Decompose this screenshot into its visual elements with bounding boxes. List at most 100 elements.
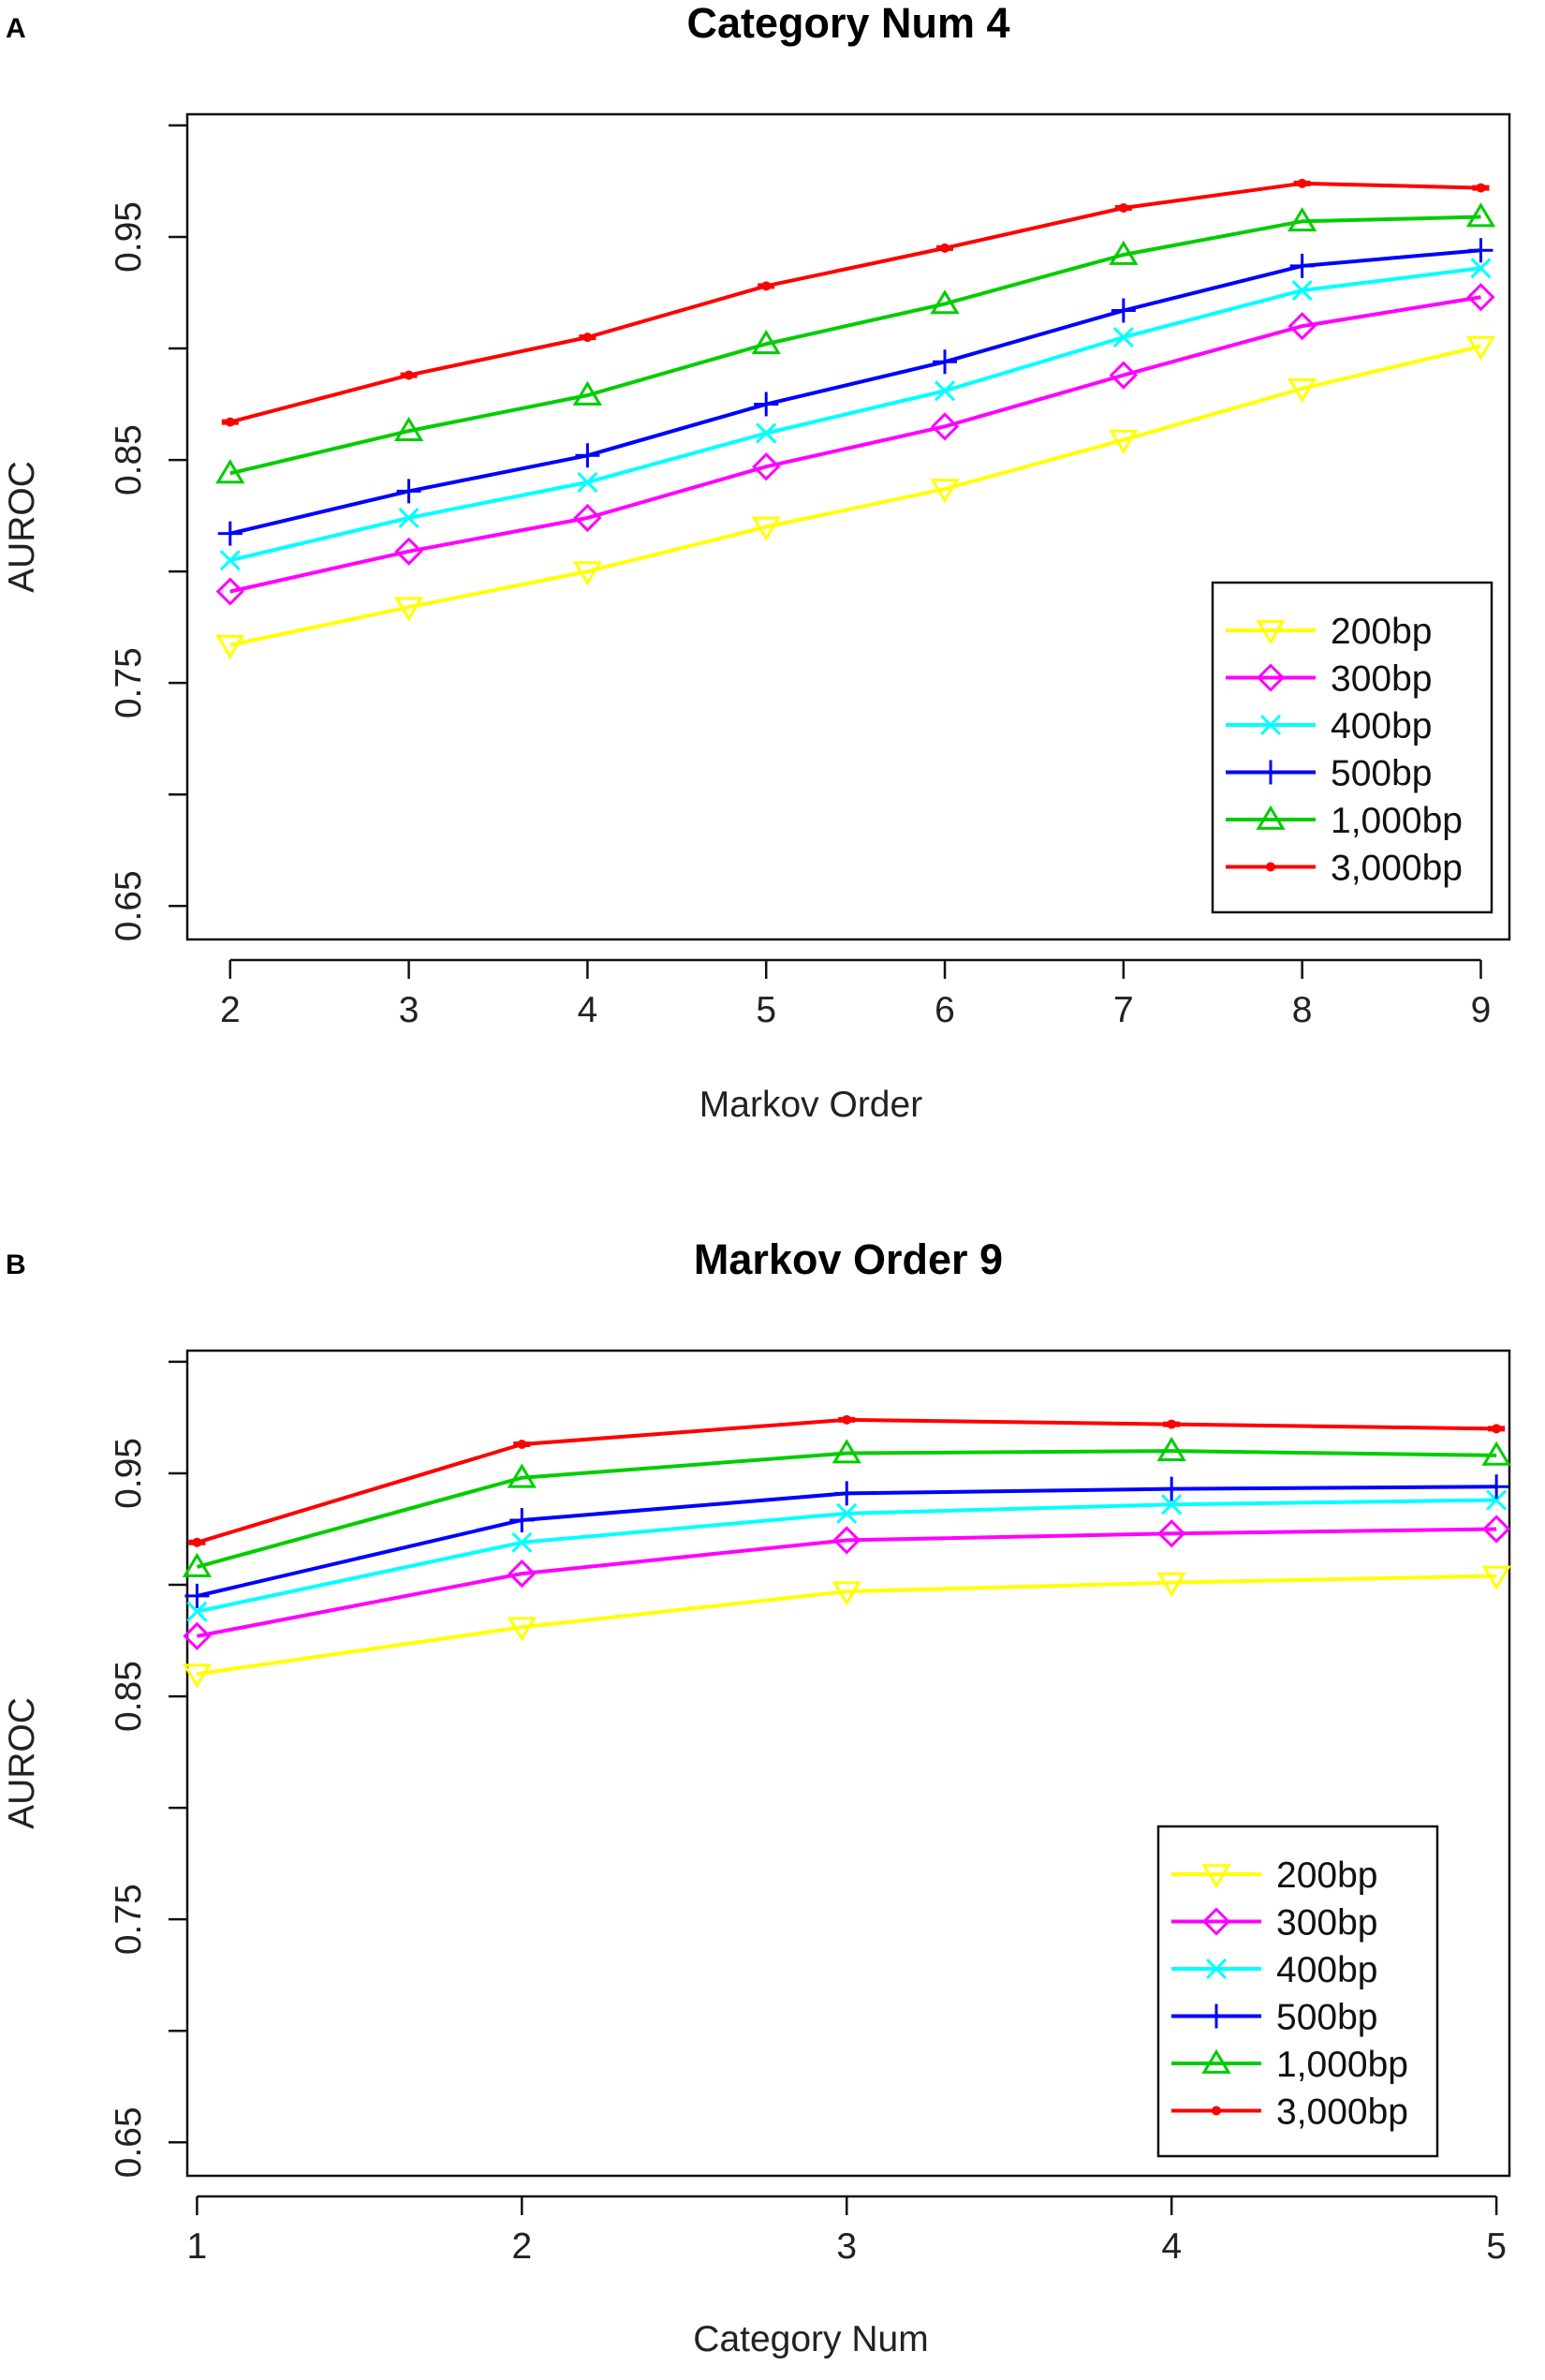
- data-point: [1109, 361, 1138, 390]
- legend-label: 200bp: [1331, 612, 1432, 652]
- data-point: [1289, 253, 1315, 278]
- data-point: [219, 550, 241, 571]
- chart-title: Category Num 4: [686, 0, 1009, 47]
- x-tick-label: 9: [1471, 990, 1492, 1030]
- series-500bp: [217, 238, 1494, 546]
- legend-box: [1211, 581, 1494, 914]
- data-point: [404, 370, 414, 380]
- x-tick-label: 2: [220, 990, 241, 1030]
- legend-key-marker: [1256, 620, 1286, 645]
- data-point: [761, 281, 772, 291]
- series-400bp: [219, 258, 1492, 571]
- data-point: [1482, 1515, 1511, 1544]
- data-point: [831, 1581, 861, 1606]
- x-tick-label: 2: [511, 2226, 532, 2267]
- data-point: [507, 1617, 537, 1642]
- legend-label: 500bp: [1331, 754, 1432, 794]
- data-point: [834, 1481, 860, 1506]
- legend-label: 400bp: [1276, 1950, 1377, 1990]
- legend-label: 300bp: [1276, 1903, 1377, 1944]
- data-point: [1468, 238, 1494, 263]
- series-line: [197, 1574, 1497, 1677]
- legend-box: [1156, 1825, 1439, 2158]
- data-point: [940, 243, 950, 253]
- x-tick-label: 3: [836, 2226, 857, 2267]
- data-point: [1476, 183, 1486, 193]
- series-300bp: [183, 1515, 1511, 1650]
- data-point: [573, 503, 602, 533]
- data-point: [1156, 1572, 1186, 1597]
- data-point: [572, 380, 603, 406]
- x-tick-label: 4: [1161, 2226, 1182, 2267]
- data-point: [225, 417, 235, 427]
- series-200bp: [215, 335, 1496, 659]
- data-point: [1156, 1436, 1186, 1462]
- data-point: [1288, 312, 1317, 341]
- data-point: [752, 452, 781, 481]
- legend-label: 500bp: [1276, 1998, 1377, 2038]
- data-point: [842, 1414, 852, 1425]
- legend-key-marker: [1205, 1958, 1228, 1980]
- data-point: [1486, 1489, 1508, 1511]
- x-tick-label: 6: [934, 990, 955, 1030]
- data-point: [582, 333, 593, 343]
- x-axis-title: Markov Order: [699, 1085, 922, 1125]
- y-tick-label: 0.85: [109, 1661, 149, 1732]
- x-tick-label: 1: [187, 2226, 208, 2267]
- x-tick-label: 7: [1113, 990, 1134, 1030]
- data-point: [1109, 429, 1139, 454]
- series-3000bp: [188, 1414, 1506, 1547]
- data-point: [831, 1439, 861, 1464]
- data-point: [215, 577, 244, 606]
- legend-key-marker: [1256, 805, 1286, 830]
- data-point: [930, 479, 960, 504]
- data-point: [393, 597, 424, 622]
- data-point: [215, 634, 245, 659]
- data-point: [186, 1601, 208, 1622]
- chart-title: Markov Order 9: [694, 1235, 1003, 1283]
- data-point: [517, 1440, 527, 1450]
- data-point: [508, 1559, 537, 1589]
- data-point: [182, 1663, 213, 1689]
- data-point: [577, 471, 598, 493]
- data-point: [934, 380, 956, 402]
- data-point: [1167, 1419, 1177, 1429]
- data-point: [394, 537, 423, 566]
- legend-label: 1,000bp: [1276, 2045, 1408, 2085]
- data-point: [1291, 280, 1313, 302]
- x-tick-label: 8: [1292, 990, 1313, 1030]
- data-point: [1111, 298, 1136, 323]
- data-point: [183, 1621, 212, 1650]
- x-tick-label: 5: [1486, 2226, 1507, 2267]
- y-tick-label: 0.65: [109, 870, 149, 941]
- series-line: [229, 214, 1481, 476]
- data-point: [1465, 335, 1496, 361]
- data-point: [751, 329, 781, 355]
- data-point: [1297, 178, 1307, 188]
- data-point: [509, 1507, 535, 1532]
- series-200bp: [182, 1565, 1511, 1689]
- legend-key-marker: [1258, 760, 1283, 785]
- legend-key-marker: [1201, 2048, 1231, 2074]
- series-line: [229, 248, 1481, 536]
- data-point: [398, 507, 419, 529]
- data-point: [930, 289, 960, 315]
- data-point: [933, 349, 958, 375]
- x-tick-label: 3: [399, 990, 419, 1030]
- chart-panel-a: A Category Num 4 0.65 0.75 0.85 0.95 2 3 4 5 6 7 8 9 M…: [2, 0, 1511, 1125]
- data-point: [1484, 1474, 1509, 1500]
- data-point: [572, 561, 603, 586]
- series-line: [196, 1498, 1497, 1614]
- data-point: [930, 412, 960, 441]
- y-axis-title: AUROC: [2, 461, 42, 593]
- data-point: [1109, 240, 1139, 265]
- x-tick-label: 4: [578, 990, 598, 1030]
- data-point: [1492, 1424, 1502, 1434]
- y-tick-label: 0.75: [109, 647, 149, 718]
- data-point: [1481, 1441, 1511, 1466]
- data-point: [1470, 258, 1492, 279]
- series-400bp: [186, 1489, 1508, 1622]
- data-point: [751, 516, 781, 541]
- data-point: [575, 443, 600, 468]
- chart-panel-b: B Markov Order 9 0.65 0.75 0.85 0.95 1 2 3 4 5 Cate…: [2, 1235, 1511, 2359]
